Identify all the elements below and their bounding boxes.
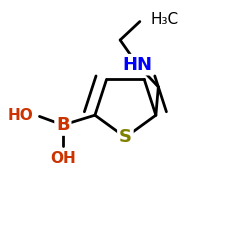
Text: H₃C: H₃C [151,12,179,26]
Text: B: B [56,116,70,134]
Text: S: S [119,128,132,146]
Text: HO: HO [8,108,33,123]
Text: OH: OH [50,151,76,166]
Text: HN: HN [122,56,152,74]
